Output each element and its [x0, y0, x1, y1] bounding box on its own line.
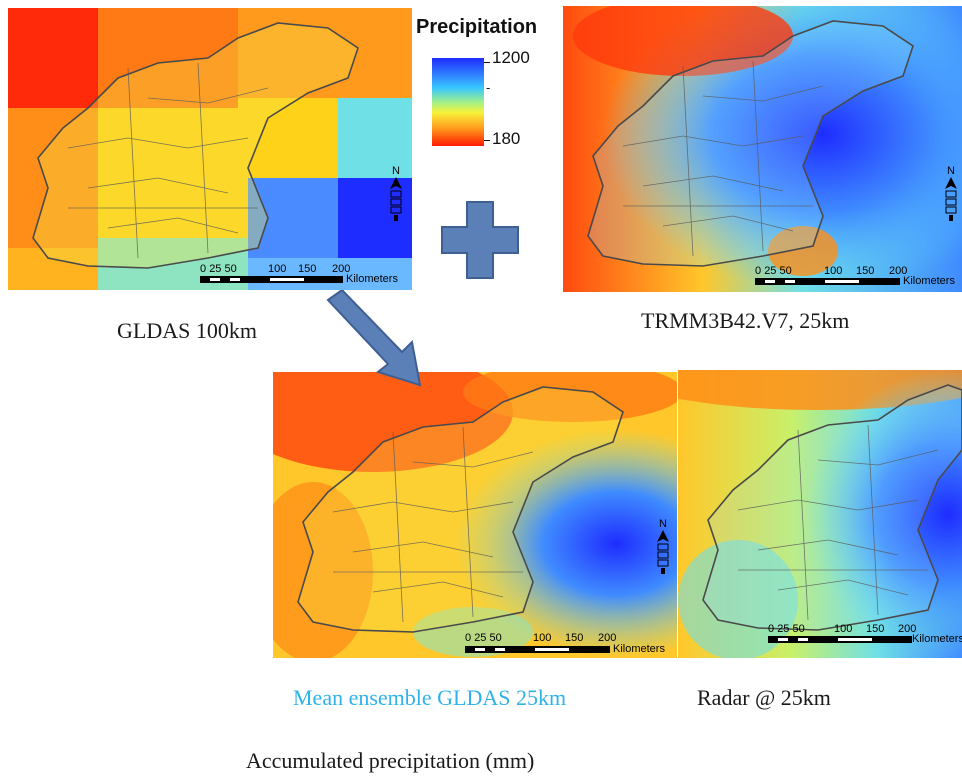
- caption-trmm: TRMM3B42.V7, 25km: [641, 308, 850, 333]
- map-radar-25km: [678, 370, 962, 658]
- map-gldas-image: [8, 8, 412, 290]
- scale-unit: Kilometers: [613, 643, 665, 655]
- footer-caption: Accumulated precipitation (mm): [246, 748, 535, 773]
- scale-tick-label: 0: [768, 623, 775, 635]
- legend-mid-label: -: [486, 80, 491, 95]
- scale-tick-label: 0: [465, 632, 472, 644]
- north-arrow-icon: N: [387, 165, 405, 224]
- scale-bar: [465, 646, 610, 653]
- legend-color-ramp: [432, 58, 484, 146]
- scale-tick-label: 200: [898, 623, 917, 635]
- legend-max-label: 1200: [492, 48, 530, 67]
- caption-ensemble: Mean ensemble GLDAS 25km: [293, 685, 567, 710]
- scale-tick-label: 100: [533, 632, 552, 644]
- scale-tick-label: 100: [268, 263, 287, 275]
- scale-tick-label: 200: [889, 265, 908, 277]
- map-trmm-25km: [563, 6, 962, 292]
- caption-gldas: GLDAS 100km: [117, 318, 257, 343]
- scale-tick-label: 50: [779, 265, 792, 277]
- scale-tick-label: 25: [764, 265, 777, 277]
- scale-tick-label: 0: [200, 263, 207, 275]
- scale-bar: [200, 276, 343, 283]
- scale-tick-label: 0: [755, 265, 762, 277]
- scale-tick-label: 25: [209, 263, 222, 275]
- scale-tick-label: 50: [489, 632, 502, 644]
- scale-tick-label: 25: [474, 632, 487, 644]
- scale-tick-label: 150: [856, 265, 875, 277]
- scale-unit: Kilometers: [346, 273, 398, 285]
- scale-tick-label: 200: [332, 263, 351, 275]
- basin-outline: [32, 22, 359, 269]
- map-ensemble-image: [273, 372, 677, 658]
- scale-unit: Kilometers: [912, 633, 962, 645]
- scale-bar: [768, 636, 912, 643]
- map-radar-image: [678, 370, 962, 658]
- plus-icon: [441, 201, 519, 279]
- scale-tick-label: 150: [866, 623, 885, 635]
- arrow-down-right-icon: [326, 290, 422, 387]
- scale-unit: Kilometers: [903, 275, 955, 287]
- scale-tick-label: 25: [777, 623, 790, 635]
- scale-tick-label: 50: [792, 623, 805, 635]
- basin-outline: [702, 384, 962, 631]
- caption-radar: Radar @ 25km: [697, 685, 831, 710]
- north-arrow-icon: N: [654, 518, 672, 577]
- basin-outline: [297, 386, 624, 633]
- basin-outline: [587, 20, 914, 267]
- scale-tick-label: 200: [598, 632, 617, 644]
- map-gldas-100km: [8, 8, 412, 290]
- scale-tick-label: 150: [565, 632, 584, 644]
- legend-title: Precipitation: [416, 16, 538, 38]
- scale-bar: [755, 278, 900, 285]
- map-ensemble-gldas-25km: [273, 372, 677, 658]
- scale-tick-label: 100: [824, 265, 843, 277]
- legend-min-label: 180: [492, 129, 521, 148]
- north-arrow-icon: N: [942, 165, 960, 224]
- scale-tick-label: 150: [298, 263, 317, 275]
- map-trmm-image: [563, 6, 962, 292]
- scale-tick-label: 50: [224, 263, 237, 275]
- scale-tick-label: 100: [834, 623, 853, 635]
